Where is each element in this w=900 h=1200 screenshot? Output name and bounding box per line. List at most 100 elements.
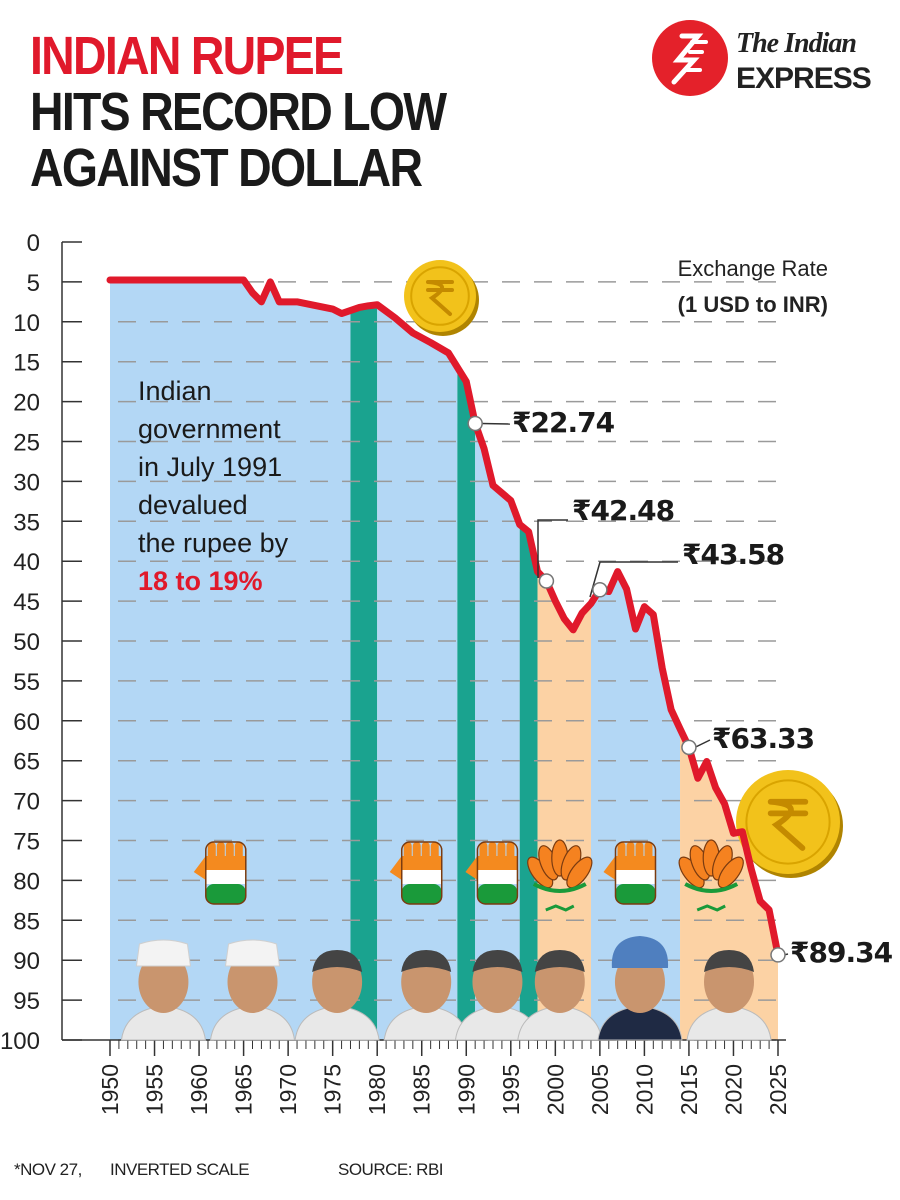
hand-icon [465, 841, 519, 905]
era-band [377, 304, 458, 1041]
coins [404, 260, 843, 878]
y-tick-label: 15 [13, 350, 40, 377]
data-point-marker [770, 947, 786, 963]
x-tick-label: 2005 [587, 1064, 613, 1115]
data-point-marker [538, 573, 555, 589]
data-label: ₹63.33 [712, 722, 814, 755]
note-text-line: the rupee by [138, 528, 289, 558]
note-highlight: 18 to 19% [138, 566, 263, 596]
hand-icon [193, 841, 247, 905]
leader-portrait-icon [597, 936, 683, 1041]
data-point-marker [592, 582, 608, 598]
annotation-leader-line [589, 561, 678, 598]
rate-line [106, 276, 782, 959]
x-tick-label: 1980 [364, 1064, 390, 1115]
x-tick-label: 1950 [97, 1064, 123, 1115]
rupee-coin-icon [404, 260, 479, 336]
era-band [590, 571, 681, 1040]
data-point-marker [681, 739, 697, 756]
y-tick-label: 100 [0, 1028, 40, 1055]
leader-portrait-icon [686, 950, 772, 1041]
hand-icon [389, 841, 443, 905]
y-tick-label: 40 [13, 549, 40, 576]
x-tick-label: 1990 [453, 1064, 479, 1115]
data-label: ₹42.48 [572, 494, 674, 527]
y-tick-label: 75 [13, 829, 40, 856]
title-line-1: INDIAN RUPEE [30, 26, 344, 86]
y-tick-label: 55 [13, 669, 40, 696]
x-tick-label: 1985 [409, 1064, 435, 1115]
brand-name-line1: The Indian [736, 28, 857, 59]
rupee-coin-icon [736, 770, 843, 878]
brand-name-line2: EXPRESS [736, 62, 872, 95]
era-band [519, 524, 538, 1040]
era-band [110, 279, 351, 1040]
leader-portrait-icon [209, 939, 296, 1041]
leader-portrait-icon [120, 939, 207, 1041]
x-tick-label: 2015 [676, 1064, 702, 1115]
annotation-leader-line [481, 422, 511, 425]
title-line-2: HITS RECORD LOW [30, 82, 447, 142]
footer-source: SOURCE: RBI [338, 1160, 444, 1179]
y-tick-label: 50 [13, 629, 40, 656]
x-tick-label: 1970 [275, 1064, 301, 1115]
note-text-line: devalued [138, 490, 248, 520]
era-band [350, 304, 378, 1041]
annotation-leader-line [537, 519, 568, 578]
leader-portraits [120, 936, 772, 1041]
hand-icon [603, 841, 657, 905]
x-tick-label: 1995 [498, 1064, 524, 1115]
y-tick-label: 10 [13, 310, 40, 337]
data-label: ₹43.58 [682, 538, 784, 571]
title-line-3: AGAINST DOLLAR [30, 138, 423, 198]
y-tick-label: 90 [13, 948, 40, 975]
brand-logo: The Indian EXPRESS [652, 20, 882, 100]
y-tick-label: 80 [13, 868, 40, 895]
series-label: Exchange Rate [678, 256, 828, 281]
lotus-icon [678, 839, 744, 912]
exchange-rate-chart: 0510152025303540455055606570758085909510… [0, 230, 894, 1115]
data-point-marker [467, 415, 483, 432]
annotation-leader-line [694, 739, 711, 749]
x-tick-label: 2000 [542, 1064, 568, 1115]
note-text-line: Indian [138, 376, 212, 406]
y-tick-label: 65 [13, 749, 40, 776]
party-symbols [193, 839, 744, 912]
y-tick-label: 5 [27, 270, 40, 297]
chart-text: Exchange Rate (1 USD to INR) Indian governm… [138, 256, 828, 596]
y-tick-label: 0 [27, 230, 40, 257]
era-band [537, 571, 591, 1040]
axes: 0510152025303540455055606570758085909510… [0, 230, 791, 1115]
lotus-icon [527, 839, 593, 912]
x-tick-label: 1965 [231, 1064, 257, 1115]
x-tick-label: 1960 [186, 1064, 212, 1115]
x-tick-label: 2025 [765, 1064, 791, 1115]
note-text-line: in July 1991 [138, 452, 282, 482]
footer-note: *NOV 27, [14, 1160, 82, 1179]
y-tick-label: 60 [13, 709, 40, 736]
y-tick-label: 20 [13, 390, 40, 417]
leader-portrait-icon [454, 950, 541, 1041]
annotations: ₹22.74 ₹42.48₹43.58 ₹63.33 ₹89.34 [467, 406, 894, 969]
leader-portrait-icon [294, 950, 380, 1041]
x-tick-label: 1955 [142, 1064, 168, 1115]
leader-portrait-icon [383, 950, 469, 1041]
leader-portrait-icon [517, 950, 603, 1041]
era-band [457, 367, 476, 1040]
brand-flame-icon [652, 20, 728, 96]
series-unit: (1 USD to INR) [678, 292, 828, 317]
y-tick-label: 30 [13, 469, 40, 496]
x-tick-label: 2020 [720, 1064, 746, 1115]
y-tick-label: 45 [13, 589, 40, 616]
data-label: ₹22.74 [512, 406, 615, 439]
chart-title: INDIAN RUPEE HITS RECORD LOW AGAINST DOL… [30, 26, 447, 198]
y-tick-label: 95 [13, 988, 40, 1015]
y-tick-label: 35 [13, 509, 40, 536]
x-tick-label: 1975 [320, 1064, 346, 1115]
rate-line-group [106, 276, 782, 959]
y-tick-label: 85 [13, 908, 40, 935]
footer-scale: INVERTED SCALE [110, 1160, 250, 1179]
y-tick-label: 25 [13, 430, 40, 457]
data-label: ₹89.34 [790, 936, 893, 969]
note-text-line: government [138, 414, 281, 444]
